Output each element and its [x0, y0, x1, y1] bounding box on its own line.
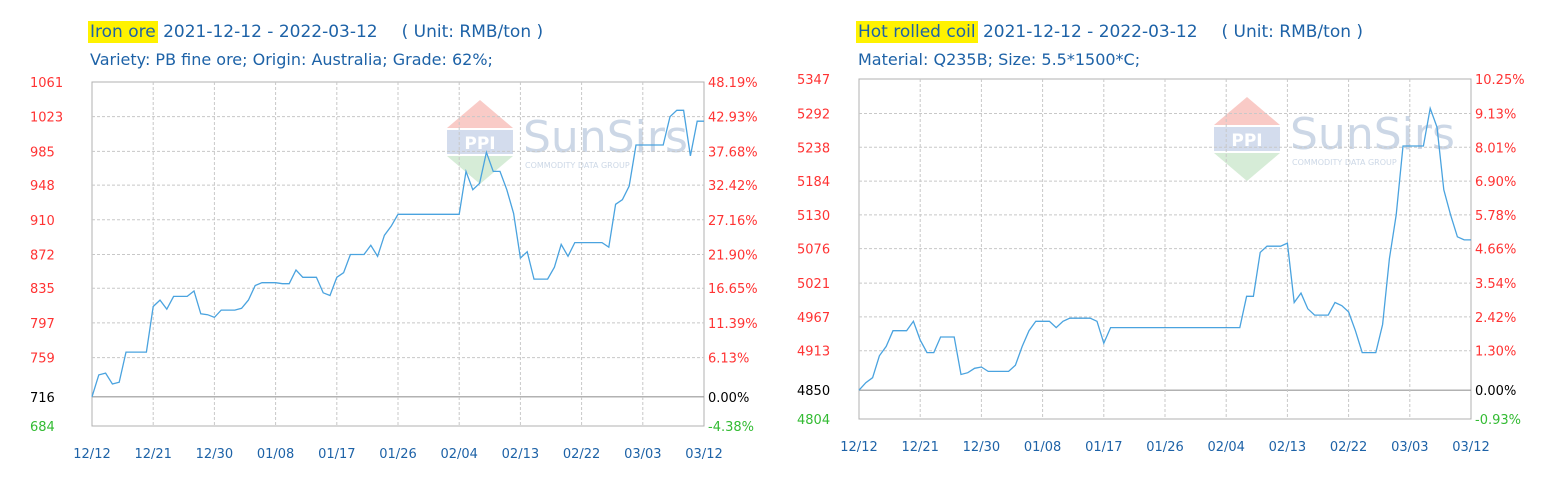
x-tick-label: 01/08	[1024, 440, 1061, 455]
y-pct-label: 2.42%	[1475, 311, 1516, 326]
watermark-triangle-top	[1214, 97, 1280, 125]
watermark-text: SunSirs	[1290, 109, 1455, 160]
y-pct-label: 6.90%	[1475, 175, 1516, 190]
x-tick-label: 01/26	[1146, 440, 1183, 455]
y-tick-label: 759	[30, 352, 55, 367]
chart-title: Hot rolled coil 2021-12-12 - 2022-03-12 (…	[856, 21, 1364, 43]
y-tick-label: 5292	[797, 107, 830, 122]
x-tick-label: 03/03	[624, 447, 661, 462]
y-tick-label: 910	[30, 214, 55, 229]
watermark-triangle-top	[447, 100, 513, 128]
watermark-logo-text: PPI	[1231, 131, 1262, 151]
y-tick-label: 4913	[797, 345, 830, 360]
y-pct-label: 37.68%	[708, 145, 758, 160]
x-tick-label: 01/17	[318, 447, 355, 462]
x-tick-label: 01/08	[257, 447, 294, 462]
y-tick-label: 5076	[797, 243, 830, 258]
x-tick-label: 03/12	[685, 447, 722, 462]
chart-subtitle: Material: Q235B; Size: 5.5*1500*C;	[858, 50, 1141, 69]
y-tick-label: 5347	[797, 73, 830, 88]
y-tick-label: 5238	[797, 141, 830, 156]
x-tick-label: 12/21	[134, 447, 171, 462]
y-pct-label: 5.78%	[1475, 209, 1516, 224]
y-tick-label: 4804	[797, 413, 830, 428]
x-tick-label: 01/17	[1085, 440, 1122, 455]
hot-rolled-coil-panel: Hot rolled coil 2021-12-12 - 2022-03-12 (…	[767, 0, 1527, 479]
x-tick-label: 03/03	[1391, 440, 1428, 455]
series-line	[91, 109, 704, 397]
iron-ore-panel: Iron ore 2021-12-12 - 2022-03-12 ( Unit: …	[0, 0, 760, 479]
y-tick-label: 835	[30, 282, 55, 297]
x-tick-label: 12/12	[73, 447, 110, 462]
y-tick-label: 5130	[797, 209, 830, 224]
y-pct-label: 21.90%	[708, 248, 758, 263]
x-tick-label: 03/12	[1452, 440, 1489, 455]
y-tick-label: 948	[30, 179, 55, 194]
y-pct-label: 3.54%	[1475, 277, 1516, 292]
y-pct-label: 8.01%	[1475, 141, 1516, 156]
y-pct-label: 16.65%	[708, 282, 758, 297]
x-tick-label: 12/30	[196, 447, 233, 462]
x-tick-label: 12/30	[963, 440, 1000, 455]
y-pct-label: 9.13%	[1475, 107, 1516, 122]
watermark-triangle-bottom	[1214, 153, 1280, 181]
y-tick-label: 1061	[30, 76, 63, 91]
y-pct-label: 10.25%	[1475, 73, 1525, 88]
watermark-subtext: COMMODITY DATA GROUP	[1292, 158, 1397, 167]
watermark-band	[447, 130, 513, 154]
watermark-subtext: COMMODITY DATA GROUP	[525, 161, 630, 170]
y-pct-label: 0.00%	[1475, 384, 1516, 399]
watermark-text: SunSirs	[523, 112, 688, 163]
y-pct-label: 11.39%	[708, 317, 758, 332]
series-line	[858, 105, 1471, 391]
title-highlight: Hot rolled coil	[856, 21, 978, 43]
y-tick-label: 985	[30, 145, 55, 160]
x-tick-label: 02/13	[1269, 440, 1306, 455]
y-tick-label: 5021	[797, 277, 830, 292]
y-pct-label: 48.19%	[708, 76, 758, 91]
y-pct-label: 4.66%	[1475, 243, 1516, 258]
y-pct-label: 6.13%	[708, 352, 749, 367]
y-tick-label: 716	[30, 391, 55, 406]
x-tick-label: 01/26	[379, 447, 416, 462]
y-pct-label: 42.93%	[708, 111, 758, 126]
watermark-triangle-bottom	[447, 156, 513, 184]
title-highlight: Iron ore	[88, 21, 158, 43]
y-tick-label: 5184	[797, 175, 830, 190]
y-tick-label: 872	[30, 248, 55, 263]
y-tick-label: 684	[30, 420, 55, 435]
title-date-range: 2021-12-12 - 2022-03-12	[157, 22, 378, 42]
y-pct-label: 27.16%	[708, 214, 758, 229]
y-pct-label: -4.38%	[708, 420, 754, 435]
y-tick-label: 4850	[797, 384, 830, 399]
x-tick-label: 02/04	[1207, 440, 1244, 455]
title-unit: ( Unit: RMB/ton )	[1221, 22, 1364, 42]
y-tick-label: 797	[30, 317, 55, 332]
x-tick-label: 02/22	[1330, 440, 1367, 455]
chart-subtitle: Variety: PB fine ore; Origin: Australia;…	[90, 50, 493, 69]
x-tick-label: 12/21	[901, 440, 938, 455]
y-tick-label: 4967	[797, 311, 830, 326]
y-pct-label: 1.30%	[1475, 345, 1516, 360]
y-tick-label: 1023	[30, 111, 63, 126]
y-pct-label: 0.00%	[708, 391, 749, 406]
title-unit: ( Unit: RMB/ton )	[401, 22, 544, 42]
y-pct-label: 32.42%	[708, 179, 758, 194]
title-date-range: 2021-12-12 - 2022-03-12	[977, 22, 1198, 42]
x-tick-label: 12/12	[840, 440, 877, 455]
y-pct-label: -0.93%	[1475, 413, 1521, 428]
x-tick-label: 02/04	[440, 447, 477, 462]
chart-title: Iron ore 2021-12-12 - 2022-03-12 ( Unit: …	[88, 21, 544, 43]
watermark-logo-text: PPI	[464, 134, 495, 154]
x-tick-label: 02/13	[502, 447, 539, 462]
x-tick-label: 02/22	[563, 447, 600, 462]
